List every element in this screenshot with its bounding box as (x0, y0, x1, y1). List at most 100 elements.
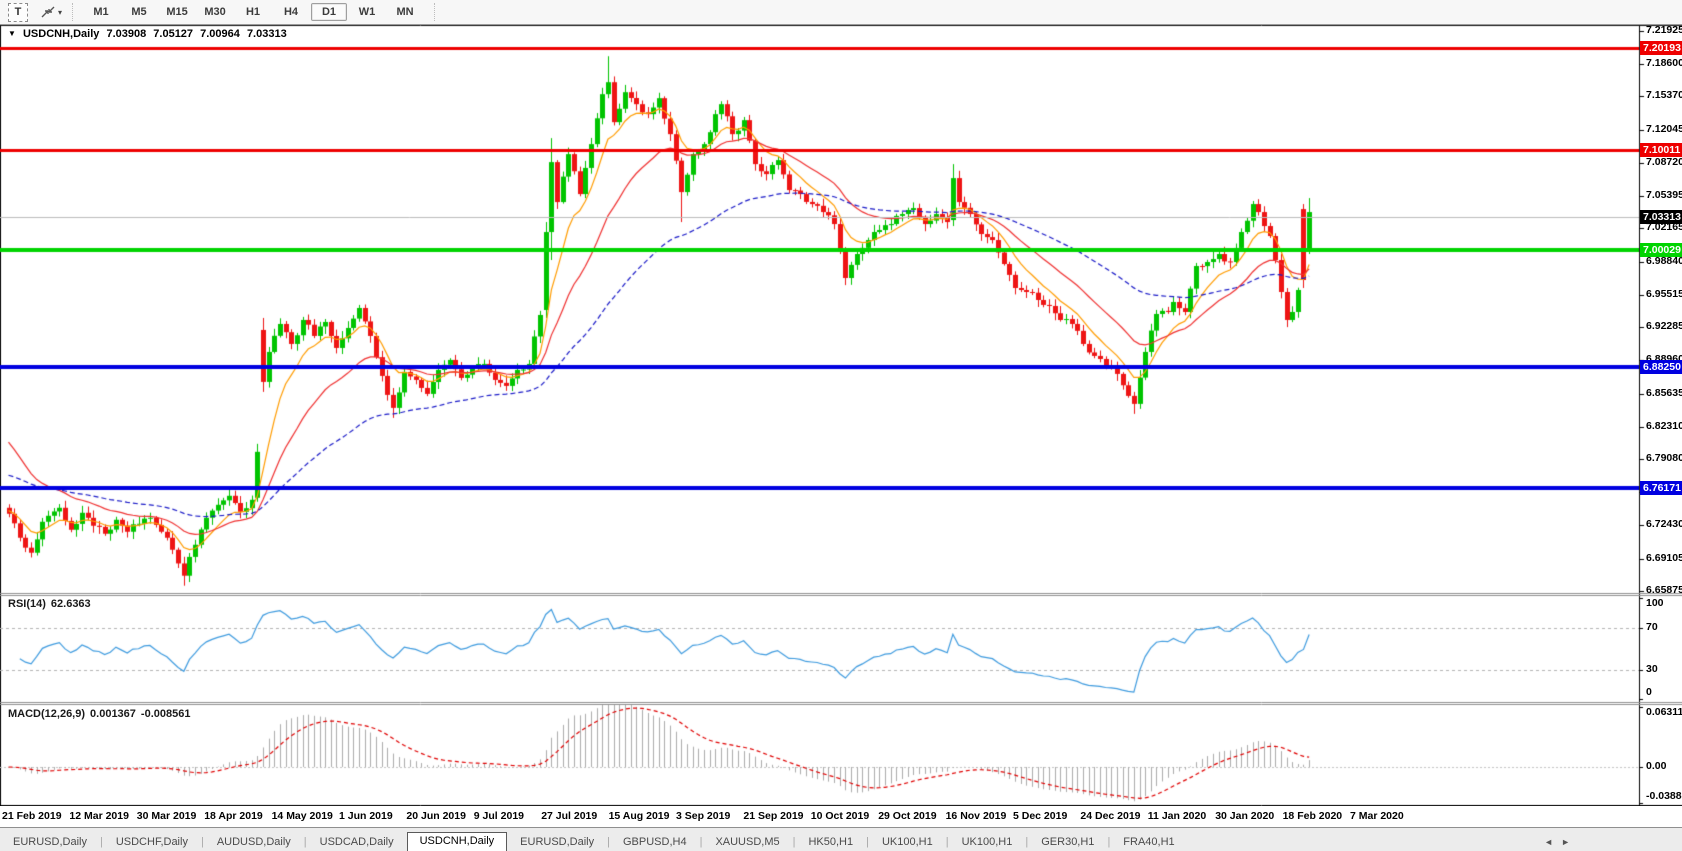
chart-title: ▼ USDCNH,Daily 7.03908 7.05127 7.00964 7… (8, 28, 291, 40)
tab-divider: | (699, 836, 703, 848)
price-tick-label: 7.08720 (1646, 155, 1682, 168)
timeframe-button-mn[interactable]: MN (396, 6, 414, 18)
timeframe-button-m15[interactable]: M15 (166, 6, 188, 18)
cascade-arrows-icon (41, 6, 55, 18)
price-tick-label: 7.05395 (1646, 189, 1682, 202)
chart-tab-fra40-h1[interactable]: FRA40,H1 (1123, 836, 1175, 848)
chart-tab-eurusd-daily[interactable]: EURUSD,Daily (520, 836, 595, 848)
tab-divider: | (866, 836, 869, 848)
price-tick-label: 6.65875 (1646, 583, 1682, 596)
date-tick-label: 10 Oct 2019 (810, 810, 870, 822)
date-tick-label: 14 May 2019 (271, 810, 333, 822)
cascade-windows-icon[interactable]: ▾ (40, 5, 62, 19)
tab-divider: | (99, 836, 103, 848)
close-value: 7.03313 (246, 28, 287, 40)
price-tick-label: 6.92285 (1646, 320, 1682, 333)
open-value: 7.03908 (106, 28, 147, 40)
price-line-badge: 7.00029 (1640, 242, 1682, 257)
date-tick-label: 15 Aug 2019 (608, 810, 670, 822)
price-tick-label: 7.15370 (1646, 89, 1682, 102)
template-icon[interactable]: T (8, 2, 28, 22)
date-tick-label: 29 Oct 2019 (878, 810, 937, 822)
tab-divider: | (200, 836, 204, 848)
macd-signal-value: -0.008561 (140, 708, 191, 720)
timeframe-button-h4[interactable]: H4 (283, 6, 299, 18)
tab-divider: | (1107, 836, 1111, 848)
chart-tab-usdchf-daily[interactable]: USDCHF,Daily (115, 836, 188, 848)
date-tick-label: 1 Jun 2019 (339, 810, 393, 822)
low-value: 7.00964 (200, 28, 240, 40)
tab-scroll-right-icon[interactable]: ► (1561, 837, 1570, 847)
price-line-badge: 7.10011 (1640, 143, 1682, 158)
symbol-period-label: USDCNH,Daily (22, 28, 100, 40)
date-tick-label: 7 Mar 2020 (1350, 810, 1404, 822)
date-tick-label: 27 Jul 2019 (541, 810, 598, 822)
price-line-badge: 6.76171 (1640, 481, 1682, 496)
date-tick-label: 3 Sep 2019 (676, 810, 731, 822)
chart-tab-bar: EURUSD,Daily | USDCHF,Daily | AUDUSD,Daily | U… (0, 827, 1682, 851)
timeframe-button-m30[interactable]: M30 (204, 6, 226, 18)
chart-tab-usdcad-daily[interactable]: USDCAD,Daily (319, 836, 394, 848)
tab-divider: | (945, 836, 949, 848)
macd-axis-label: 0.063113 (1646, 706, 1682, 718)
chart-tab-uk100-h1[interactable]: UK100,H1 (881, 836, 933, 848)
timeframe-button-m5[interactable]: M5 (131, 6, 147, 18)
chart-canvas[interactable] (0, 0, 1682, 806)
price-tick-label: 7.21925 (1646, 24, 1682, 36)
chart-tab-usdcnh-daily-active[interactable]: USDCNH,Daily (406, 832, 508, 851)
rsi-name: RSI(14) (8, 598, 46, 610)
price-line-badge: 7.03313 (1640, 209, 1682, 224)
date-tick-label: 9 Jul 2019 (473, 810, 524, 822)
timeframe-button-h1[interactable]: H1 (245, 6, 261, 18)
rsi-axis-label: 100 (1646, 597, 1664, 609)
tab-divider: | (303, 836, 307, 848)
date-tick-label: 20 Jun 2019 (406, 810, 466, 822)
date-tick-label: 30 Mar 2019 (136, 810, 197, 822)
chart-tab-uk100-h1[interactable]: UK100,H1 (961, 836, 1013, 848)
rsi-label: RSI(14) 62.6363 (8, 598, 96, 610)
macd-axis-label: 0.00 (1646, 760, 1667, 772)
price-tick-label: 6.95515 (1646, 287, 1682, 300)
chart-tab-hk50-h1[interactable]: HK50,H1 (808, 836, 854, 848)
timeframe-button-d1[interactable]: D1 (311, 3, 348, 21)
macd-main-value: 0.001367 (90, 708, 136, 720)
price-tick-label: 7.12045 (1646, 122, 1682, 135)
high-value: 7.05127 (153, 28, 194, 40)
date-tick-label: 18 Feb 2020 (1282, 810, 1343, 822)
price-line-badge: 6.88250 (1640, 360, 1682, 375)
price-tick-label: 6.79080 (1646, 452, 1682, 465)
chart-tab-gbpusd-h4[interactable]: GBPUSD,H4 (623, 836, 687, 848)
price-tick-label: 6.98840 (1646, 254, 1682, 267)
date-tick-label: 21 Feb 2019 (2, 810, 62, 822)
chevron-down-icon: ▼ (8, 29, 16, 38)
date-tick-label: 18 Apr 2019 (204, 810, 263, 822)
rsi-axis-label: 0 (1646, 686, 1652, 698)
rsi-axis-label: 70 (1646, 620, 1658, 633)
rsi-axis-label: 30 (1646, 662, 1658, 675)
chart-tab-xauusd-m5[interactable]: XAUUSD,M5 (715, 836, 780, 848)
toolbar-separator (72, 3, 74, 21)
date-tick-label: 5 Dec 2019 (1013, 810, 1068, 822)
timeframe-buttons: M1 M5 M15 M30 H1 H4 D1 W1 MN (82, 3, 424, 21)
date-tick-label: 24 Dec 2019 (1080, 810, 1141, 822)
chart-tab-ger30-h1[interactable]: GER30,H1 (1041, 836, 1095, 848)
date-tick-label: 21 Sep 2019 (743, 810, 804, 822)
timeframe-button-m1[interactable]: M1 (93, 6, 109, 18)
date-tick-label: 11 Jan 2020 (1147, 810, 1207, 822)
tab-scroll-arrows: ◄ ► (1544, 837, 1570, 851)
tab-scroll-left-icon[interactable]: ◄ (1544, 837, 1554, 847)
price-tick-label: 6.85635 (1646, 386, 1682, 399)
price-tick-label: 6.72430 (1646, 518, 1682, 531)
timeframe-button-w1[interactable]: W1 (358, 6, 376, 18)
chart-tab-eurusd-daily[interactable]: EURUSD,Daily (13, 836, 87, 848)
tab-divider: | (1025, 836, 1029, 848)
date-tick-label: 12 Mar 2019 (69, 810, 129, 822)
price-tick-label: 6.69105 (1646, 551, 1682, 564)
chart-tab-audusd-daily[interactable]: AUDUSD,Daily (216, 836, 291, 848)
tab-divider: | (792, 836, 796, 848)
macd-axis-label: -0.03887 (1646, 790, 1682, 802)
toolbar-separator (434, 3, 436, 21)
price-line-badge: 7.20193 (1640, 41, 1682, 56)
price-tick-label: 7.18600 (1646, 57, 1682, 70)
